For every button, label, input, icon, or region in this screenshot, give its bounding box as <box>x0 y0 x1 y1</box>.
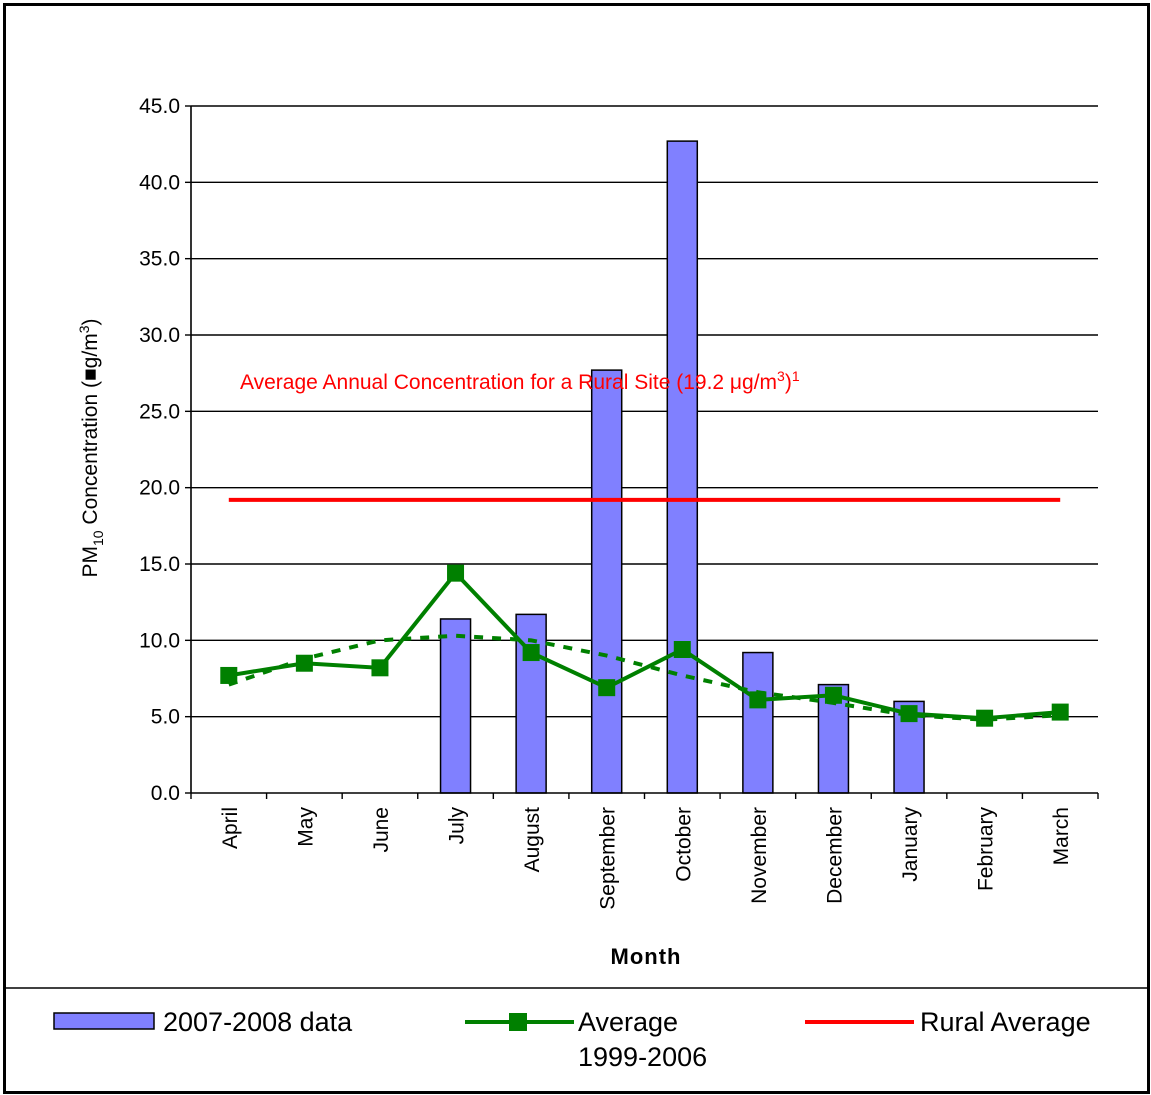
legend-label-bar-line: 2007-2008 data <box>163 1007 353 1037</box>
ylabel-sub: 10 <box>90 530 106 546</box>
x-axis-title: Month <box>611 944 682 969</box>
x-tick-label: April <box>219 807 242 849</box>
gridlines <box>191 105 1098 718</box>
annotation-mu: μ <box>730 371 742 394</box>
y-axis-ticks: 0.0 5.0 10.0 15.0 20.0 25.0 30.0 35.0 40.0 45.0 <box>139 95 191 805</box>
average-marker <box>447 564 465 582</box>
x-tick-label: November <box>748 807 771 904</box>
legend-label-rural-line: Rural Average <box>920 1007 1091 1037</box>
x-tick-label: August <box>521 807 544 873</box>
average-line <box>228 570 1061 721</box>
legend-label-average-line1: Average <box>578 1007 678 1037</box>
x-tick-label: July <box>446 807 469 845</box>
ylabel-glyph: ■ <box>79 368 102 381</box>
y-tick-label: 25.0 <box>139 400 180 423</box>
y-tick-label: 5.0 <box>151 706 180 729</box>
legend-marker-average <box>509 1013 527 1031</box>
legend-label-average: Average 1999-2006 <box>578 1007 707 1072</box>
ylabel-prefix: PM <box>79 546 102 578</box>
x-tick-label: March <box>1050 807 1073 865</box>
y-tick-label: 20.0 <box>139 477 180 500</box>
bar <box>439 618 472 794</box>
x-tick-label: May <box>294 807 317 847</box>
annotation-note: 1 <box>792 368 800 384</box>
legend: 2007-2008 data Average 1999-2006 Rural A… <box>53 1007 1091 1072</box>
annotation-close: ) <box>785 371 792 394</box>
axes <box>190 106 1098 794</box>
y-tick-label: 35.0 <box>139 248 180 271</box>
trendline <box>228 633 1061 722</box>
average-marker <box>749 691 767 709</box>
legend-label-rural: Rural Average <box>920 1007 1091 1037</box>
ylabel-middle: Concentration ( <box>79 381 102 530</box>
average-marker <box>295 654 313 672</box>
average-marker <box>522 644 540 662</box>
y-tick-label: 45.0 <box>139 95 180 118</box>
average-marker <box>673 640 691 658</box>
y-tick-label: 10.0 <box>139 629 180 652</box>
legend-label-bar: 2007-2008 data <box>163 1007 353 1037</box>
average-marker <box>220 666 238 684</box>
x-tick-label: January <box>899 807 922 882</box>
average-marker <box>598 679 616 697</box>
average-marker <box>1051 703 1069 721</box>
y-tick-label: 40.0 <box>139 171 180 194</box>
bars <box>439 140 925 794</box>
chart-frame <box>3 3 1150 1094</box>
lines <box>228 497 1061 721</box>
annotation-sup: 3 <box>777 368 785 384</box>
y-axis-title: PM10 Concentration (■g/m3) <box>76 319 106 578</box>
x-axis-ticks: April May June July August September October No… <box>190 793 1099 910</box>
average-marker <box>976 709 994 727</box>
average-marker <box>824 686 842 704</box>
legend-label-average-line2: 1999-2006 <box>578 1042 707 1072</box>
x-tick-label: October <box>672 807 695 882</box>
average-marker <box>900 705 918 723</box>
bar <box>590 369 623 794</box>
trendline-path <box>228 633 1061 722</box>
ylabel-unit: g/m <box>79 333 102 368</box>
y-tick-label: 0.0 <box>151 782 180 805</box>
x-tick-label: September <box>597 807 620 910</box>
annotation-text: Average Annual Concentration for a Rural… <box>240 371 730 394</box>
y-tick-label: 15.0 <box>139 553 180 576</box>
y-tick-label: 30.0 <box>139 324 180 347</box>
line-markers <box>220 564 1069 727</box>
annotation-unit: g/m <box>742 371 777 394</box>
legend-swatch-bar <box>53 1012 155 1030</box>
ylabel-suffix: ) <box>79 319 102 326</box>
rural-annotation: Average Annual Concentration for a Rural… <box>240 368 800 394</box>
x-tick-label: June <box>370 807 393 853</box>
ylabel-sup: 3 <box>76 325 92 333</box>
bar <box>742 651 774 794</box>
average-marker <box>371 659 389 677</box>
x-tick-label: December <box>823 807 846 904</box>
x-tick-label: February <box>975 807 998 892</box>
bar <box>666 140 699 794</box>
